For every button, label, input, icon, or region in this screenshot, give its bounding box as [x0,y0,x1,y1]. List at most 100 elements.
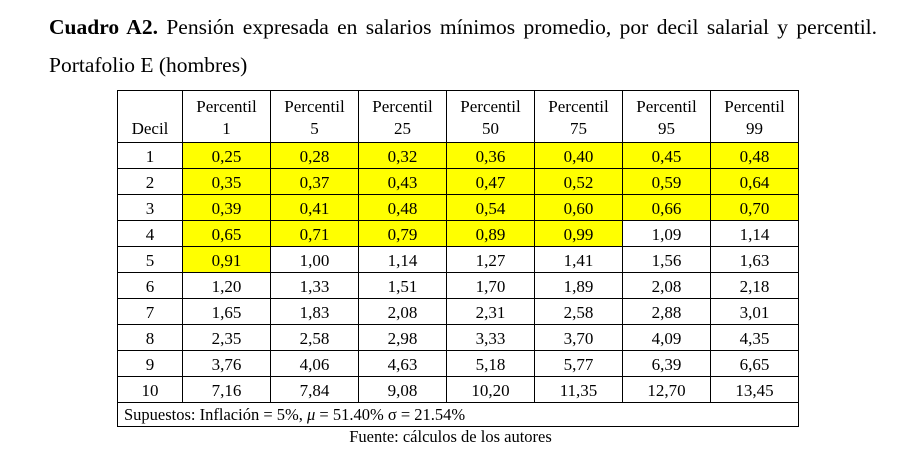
value-cell: 0,70 [710,194,799,221]
value-cell: 0,48 [358,194,447,221]
header-percentil-50: Percentil 50 [446,90,535,143]
value-cell: 0,39 [182,194,271,221]
value-cell: 0,37 [270,168,359,195]
value-cell: 2,98 [358,324,447,351]
decil-cell: 9 [117,350,183,377]
value-cell: 0,66 [622,194,711,221]
value-cell: 0,48 [710,142,799,169]
value-cell: 4,63 [358,350,447,377]
table-row: 2 0,35 0,37 0,43 0,47 0,52 0,59 0,64 [117,168,799,195]
header-percentil-99: Percentil 99 [710,90,799,143]
value-cell: 3,70 [534,324,623,351]
table-row: 1 0,25 0,28 0,32 0,36 0,40 0,45 0,48 [117,142,799,169]
value-cell: 0,25 [182,142,271,169]
decil-cell: 4 [117,220,183,247]
value-cell: 1,89 [534,272,623,299]
assumptions-row: Supuestos: Inflación = 5%, μ = 51.40% σ … [117,402,799,427]
value-cell: 1,14 [358,246,447,273]
value-cell: 0,54 [446,194,535,221]
table-row: 9 3,76 4,06 4,63 5,18 5,77 6,39 6,65 [117,350,799,377]
value-cell: 4,35 [710,324,799,351]
value-cell: 3,01 [710,298,799,325]
header-decil: Decil [117,90,183,143]
value-cell: 0,45 [622,142,711,169]
header-percentil-75: Percentil 75 [534,90,623,143]
value-cell: 1,00 [270,246,359,273]
value-cell: 3,76 [182,350,271,377]
value-cell: 2,18 [710,272,799,299]
value-cell: 0,64 [710,168,799,195]
decil-cell: 7 [117,298,183,325]
value-cell: 0,52 [534,168,623,195]
decil-cell: 3 [117,194,183,221]
value-cell: 0,99 [534,220,623,247]
decil-cell: 1 [117,142,183,169]
value-cell: 0,60 [534,194,623,221]
value-cell: 2,58 [534,298,623,325]
value-cell: 0,35 [182,168,271,195]
value-cell: 4,06 [270,350,359,377]
value-cell: 6,65 [710,350,799,377]
value-cell: 0,40 [534,142,623,169]
value-cell: 2,08 [622,272,711,299]
decil-cell: 6 [117,272,183,299]
table-row: 7 1,65 1,83 2,08 2,31 2,58 2,88 3,01 [117,298,799,325]
value-cell: 0,71 [270,220,359,247]
table-row: 8 2,35 2,58 2,98 3,33 3,70 4,09 4,35 [117,324,799,351]
mu-symbol: μ [307,404,316,424]
value-cell: 1,70 [446,272,535,299]
decil-cell: 2 [117,168,183,195]
value-cell: 0,79 [358,220,447,247]
assumptions-cell: Supuestos: Inflación = 5%, μ = 51.40% σ … [117,402,799,427]
value-cell: 3,33 [446,324,535,351]
assumptions-prefix: Supuestos: Inflación = 5%, [124,404,307,424]
header-percentil-25: Percentil 25 [358,90,447,143]
value-cell: 2,31 [446,298,535,325]
value-cell: 0,36 [446,142,535,169]
header-percentil-1: Percentil 1 [182,90,271,143]
value-cell: 1,09 [622,220,711,247]
value-cell: 2,35 [182,324,271,351]
value-cell: 0,47 [446,168,535,195]
value-cell: 2,08 [358,298,447,325]
table-row: 10 7,16 7,84 9,08 10,20 11,35 12,70 13,45 [117,376,799,403]
value-cell: 7,84 [270,376,359,403]
value-cell: 0,59 [622,168,711,195]
value-cell: 13,45 [710,376,799,403]
header-percentil-5: Percentil 5 [270,90,359,143]
value-cell: 5,77 [534,350,623,377]
caption-text: Pensión expresada en salarios mínimos pr… [49,15,878,77]
value-cell: 0,41 [270,194,359,221]
value-cell: 1,51 [358,272,447,299]
value-cell: 1,83 [270,298,359,325]
value-cell: 0,65 [182,220,271,247]
value-cell: 10,20 [446,376,535,403]
decil-cell: 10 [117,376,183,403]
value-cell: 5,18 [446,350,535,377]
value-cell: 11,35 [534,376,623,403]
value-cell: 1,20 [182,272,271,299]
source-note: Fuente: cálculos de los autores [349,427,552,446]
table-row: 3 0,39 0,41 0,48 0,54 0,60 0,66 0,70 [117,194,799,221]
table-header-row: Decil Percentil 1 Percentil 5 Percentil 25 … [117,90,799,143]
value-cell: 0,43 [358,168,447,195]
value-cell: 1,56 [622,246,711,273]
table-row: 4 0,65 0,71 0,79 0,89 0,99 1,09 1,14 [117,220,799,247]
value-cell: 0,89 [446,220,535,247]
value-cell: 1,33 [270,272,359,299]
decil-cell: 5 [117,246,183,273]
value-cell: 1,41 [534,246,623,273]
value-cell: 9,08 [358,376,447,403]
table-body: 1 0,25 0,28 0,32 0,36 0,40 0,45 0,48 2 0,35 0,37 0,… [117,142,799,403]
value-cell: 1,14 [710,220,799,247]
value-cell: 12,70 [622,376,711,403]
value-cell: 0,91 [182,246,271,273]
value-cell: 2,58 [270,324,359,351]
table-row: 6 1,20 1,33 1,51 1,70 1,89 2,08 2,18 [117,272,799,299]
assumptions-suffix: = 51.40% σ = 21.54% [315,404,466,424]
caption-label: Cuadro A2. [49,15,158,39]
value-cell: 0,32 [358,142,447,169]
table-caption: Cuadro A2. Pensión expresada en salarios… [49,8,877,84]
value-cell: 7,16 [182,376,271,403]
value-cell: 2,88 [622,298,711,325]
